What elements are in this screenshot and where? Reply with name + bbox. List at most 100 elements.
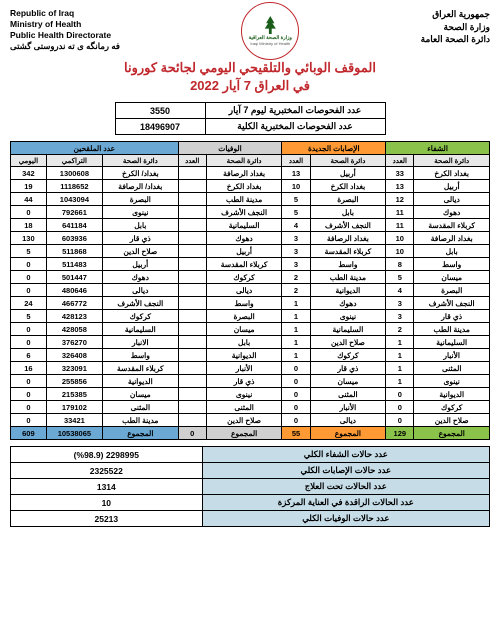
summary-label: عدد حالات الشفاء الكلي: [202, 447, 489, 463]
cell: بابل: [206, 336, 282, 349]
cell: [178, 414, 206, 427]
cell: أربيل: [310, 167, 386, 180]
cell: [178, 336, 206, 349]
cell: 4: [282, 219, 310, 232]
table-row: الأنبار1كركوك1الديوانيةواسط3264086: [11, 349, 490, 362]
cell: 11: [386, 219, 414, 232]
cell: 5: [282, 206, 310, 219]
cell: [178, 375, 206, 388]
cell: ديالى: [310, 414, 386, 427]
cell: 0: [386, 414, 414, 427]
col-deaths: الوفيات: [178, 142, 282, 155]
cell: 8: [386, 258, 414, 271]
cell: 1: [282, 297, 310, 310]
cell: 130: [11, 232, 47, 245]
cell: 13: [386, 180, 414, 193]
cell: 0: [11, 401, 47, 414]
cell: 0: [11, 414, 47, 427]
cell: 2: [386, 323, 414, 336]
page-title: الموقف الوبائي والتلقيحي اليومي لجائحة ك…: [10, 60, 490, 76]
cell: ديالى: [103, 284, 179, 297]
header-right: جمهورية العراق وزارة الصحة دائرة الصحة ا…: [421, 8, 490, 46]
cell: 11: [386, 206, 414, 219]
cell: كربلاء المقدسة: [103, 362, 179, 375]
cell: 0: [282, 362, 310, 375]
cell: ذي قار: [206, 375, 282, 388]
total-cell: 129: [386, 427, 414, 440]
cell: [178, 232, 206, 245]
cell: 1300608: [46, 167, 102, 180]
cell: كركوك: [414, 401, 490, 414]
cell: 1118652: [46, 180, 102, 193]
summary-value: 10: [11, 495, 203, 511]
cell: بابل: [103, 219, 179, 232]
cell: 12: [386, 193, 414, 206]
summary-value: 2298995 (%98.9): [11, 447, 203, 463]
cell: الديوانية: [414, 388, 490, 401]
cell: بابل: [414, 245, 490, 258]
total-cell: المجموع: [206, 427, 282, 440]
cell: 5: [386, 271, 414, 284]
hl2: Ministry of Health: [10, 19, 120, 30]
cell: الديوانية: [206, 349, 282, 362]
cell: 1: [386, 336, 414, 349]
cell: بغداد الرصافة: [310, 232, 386, 245]
cell: صلاح الدين: [310, 336, 386, 349]
sub-daily: اليومي: [11, 155, 47, 167]
cell: 33421: [46, 414, 102, 427]
cell: 603936: [46, 232, 102, 245]
main-data-table: الشفاء الإصابات الجديدة الوفيات عدد المل…: [10, 141, 490, 440]
table-row: بغداد الكرخ33أربيل13بغداد الرصافةبغداد/ …: [11, 167, 490, 180]
cell: 1: [386, 362, 414, 375]
cell: مدينة الطب: [310, 271, 386, 284]
cell: 0: [11, 388, 47, 401]
cell: [178, 388, 206, 401]
cell: 2: [282, 284, 310, 297]
cell: أربيل: [103, 258, 179, 271]
cell: النجف الأشرف: [206, 206, 282, 219]
table-row: بابل10كربلاء المقدسة3أربيلصلاح الدين5118…: [11, 245, 490, 258]
summary-label: عدد حالات الوفيات الكلي: [202, 511, 489, 527]
cell: نينوى: [414, 375, 490, 388]
cell: بغداد الرصافة: [414, 232, 490, 245]
cell: 4: [386, 284, 414, 297]
summary-label: عدد الحالات تحت العلاج: [202, 479, 489, 495]
cell: البصرة: [206, 310, 282, 323]
cell: 792661: [46, 206, 102, 219]
col-recoveries: الشفاء: [386, 142, 490, 155]
cell: الديوانية: [103, 375, 179, 388]
cell: 215385: [46, 388, 102, 401]
cell: كربلاء المقدسة: [206, 258, 282, 271]
cell: 1: [386, 375, 414, 388]
cell: [178, 349, 206, 362]
table-row: أربيل13بغداد الكرخ10بغداد الكرخبغداد/ ال…: [11, 180, 490, 193]
table-row: مدينة الطب2السليمانية1ميسانالسليمانية428…: [11, 323, 490, 336]
table-row: ميسان5مدينة الطب2كركوكدهوك5014470: [11, 271, 490, 284]
hr1: جمهورية العراق: [421, 8, 490, 21]
cell: 10: [386, 232, 414, 245]
sub-cum: التراكمي: [46, 155, 102, 167]
cell: 428058: [46, 323, 102, 336]
cell: 1: [282, 323, 310, 336]
cell: 3: [386, 310, 414, 323]
cell: النجف الأشرف: [414, 297, 490, 310]
table-row: بغداد الرصافة10بغداد الرصافة3دهوكذي قار6…: [11, 232, 490, 245]
cell: 0: [282, 414, 310, 427]
cell: بغداد الكرخ: [206, 180, 282, 193]
total-cell: المجموع: [414, 427, 490, 440]
cell: أربيل: [414, 180, 490, 193]
sub-dir: دائرة الصحة: [206, 155, 282, 167]
cell: صلاح الدين: [414, 414, 490, 427]
table-row: ذي قار3نينوى1البصرةكركوك4281235: [11, 310, 490, 323]
cell: 0: [282, 401, 310, 414]
sub-count: العدد: [178, 155, 206, 167]
cell: 19: [11, 180, 47, 193]
hr2: وزارة الصحة: [421, 21, 490, 34]
total-cell: 10538065: [46, 427, 102, 440]
hl3: Public Health Directorate: [10, 30, 120, 41]
cell: 18: [11, 219, 47, 232]
cell: 0: [386, 388, 414, 401]
cell: 1043094: [46, 193, 102, 206]
sub-dir: دائرة الصحة: [103, 155, 179, 167]
summary-table: عدد حالات الشفاء الكلي2298995 (%98.9) عدد…: [10, 446, 490, 527]
